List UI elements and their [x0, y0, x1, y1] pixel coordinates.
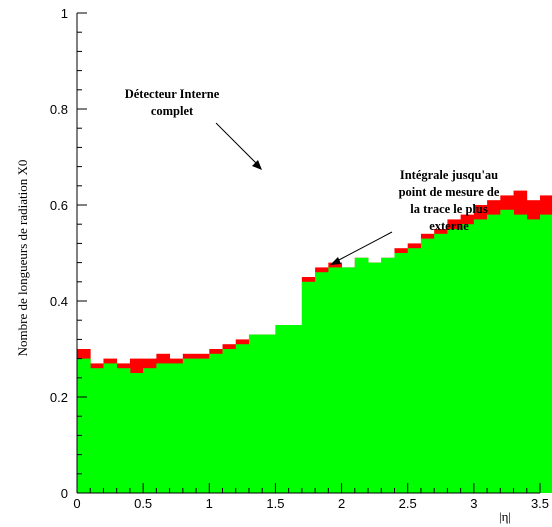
- bar: [328, 267, 342, 493]
- annotation-externe-line-4: externe: [429, 219, 469, 233]
- bar: [103, 363, 118, 493]
- bar: [182, 358, 197, 493]
- annotation-arrow-complet: [215, 122, 262, 170]
- bar: [222, 349, 237, 493]
- bar: [420, 238, 435, 493]
- bar: [262, 334, 276, 493]
- bar: [526, 219, 541, 493]
- bar: [407, 248, 422, 493]
- bar: [235, 344, 250, 493]
- y-tick-label: 0.4: [50, 294, 68, 309]
- bar: [275, 325, 290, 493]
- bar: [447, 229, 462, 493]
- bar: [169, 363, 184, 493]
- y-axis-title: Nombre de longueurs de radiation X0: [15, 160, 30, 357]
- x-tick-label: 0: [73, 496, 80, 511]
- x-tick-label: 1.5: [266, 496, 284, 511]
- ticks: 0 0.5 1 1.5 2 2.5 3 3.5 0 0.2 0.4 0.6 0.8 1: [50, 6, 549, 511]
- bar: [500, 209, 514, 494]
- y-tick-label: 0.8: [50, 102, 68, 117]
- bar: [248, 334, 263, 493]
- bar: [473, 219, 488, 493]
- y-tick-label: 0: [61, 486, 68, 501]
- bar: [315, 272, 329, 493]
- bar: [460, 224, 475, 493]
- bar: [90, 368, 104, 493]
- annotation-arrow-externe: [330, 231, 393, 265]
- bar: [196, 358, 210, 493]
- annotation-complet-line-2: complet: [151, 104, 194, 118]
- bar: [434, 233, 448, 494]
- axes: [76, 13, 540, 494]
- annotation-externe-line-3: la trace le plus: [410, 202, 488, 216]
- x-tick-label: 2.5: [399, 496, 417, 511]
- bar: [354, 257, 369, 493]
- y-tick-label: 0.6: [50, 198, 68, 213]
- bar: [341, 267, 356, 493]
- x-tick-label: 3: [470, 496, 477, 511]
- annotation-complet-line-1: Détecteur Interne: [125, 87, 220, 101]
- annotation-externe-line-2: point de mesure de: [399, 185, 500, 199]
- x-tick-label: 2: [338, 496, 345, 511]
- bar: [381, 257, 395, 493]
- bar: [487, 214, 501, 493]
- bar: [288, 325, 303, 493]
- bar: [129, 373, 144, 493]
- y-tick-label: 1: [61, 6, 68, 21]
- bar: [143, 368, 157, 493]
- bar: [116, 368, 131, 493]
- y-tick-label: 0.2: [50, 390, 68, 405]
- bar: [368, 262, 382, 493]
- bar: [301, 281, 316, 493]
- x-tick-label: 3.5: [531, 496, 549, 511]
- bar: [209, 353, 223, 493]
- series-externe-bars: [77, 209, 552, 494]
- bar: [540, 214, 552, 493]
- bar: [513, 214, 528, 493]
- bar: [394, 253, 409, 493]
- bar: [77, 358, 91, 493]
- x-axis-title: |η|: [499, 509, 511, 524]
- x-tick-label: 0.5: [134, 496, 152, 511]
- bar: [156, 363, 170, 493]
- x-tick-label: 1: [206, 496, 213, 511]
- annotation-externe-line-1: Intégrale jusqu'au: [400, 168, 498, 182]
